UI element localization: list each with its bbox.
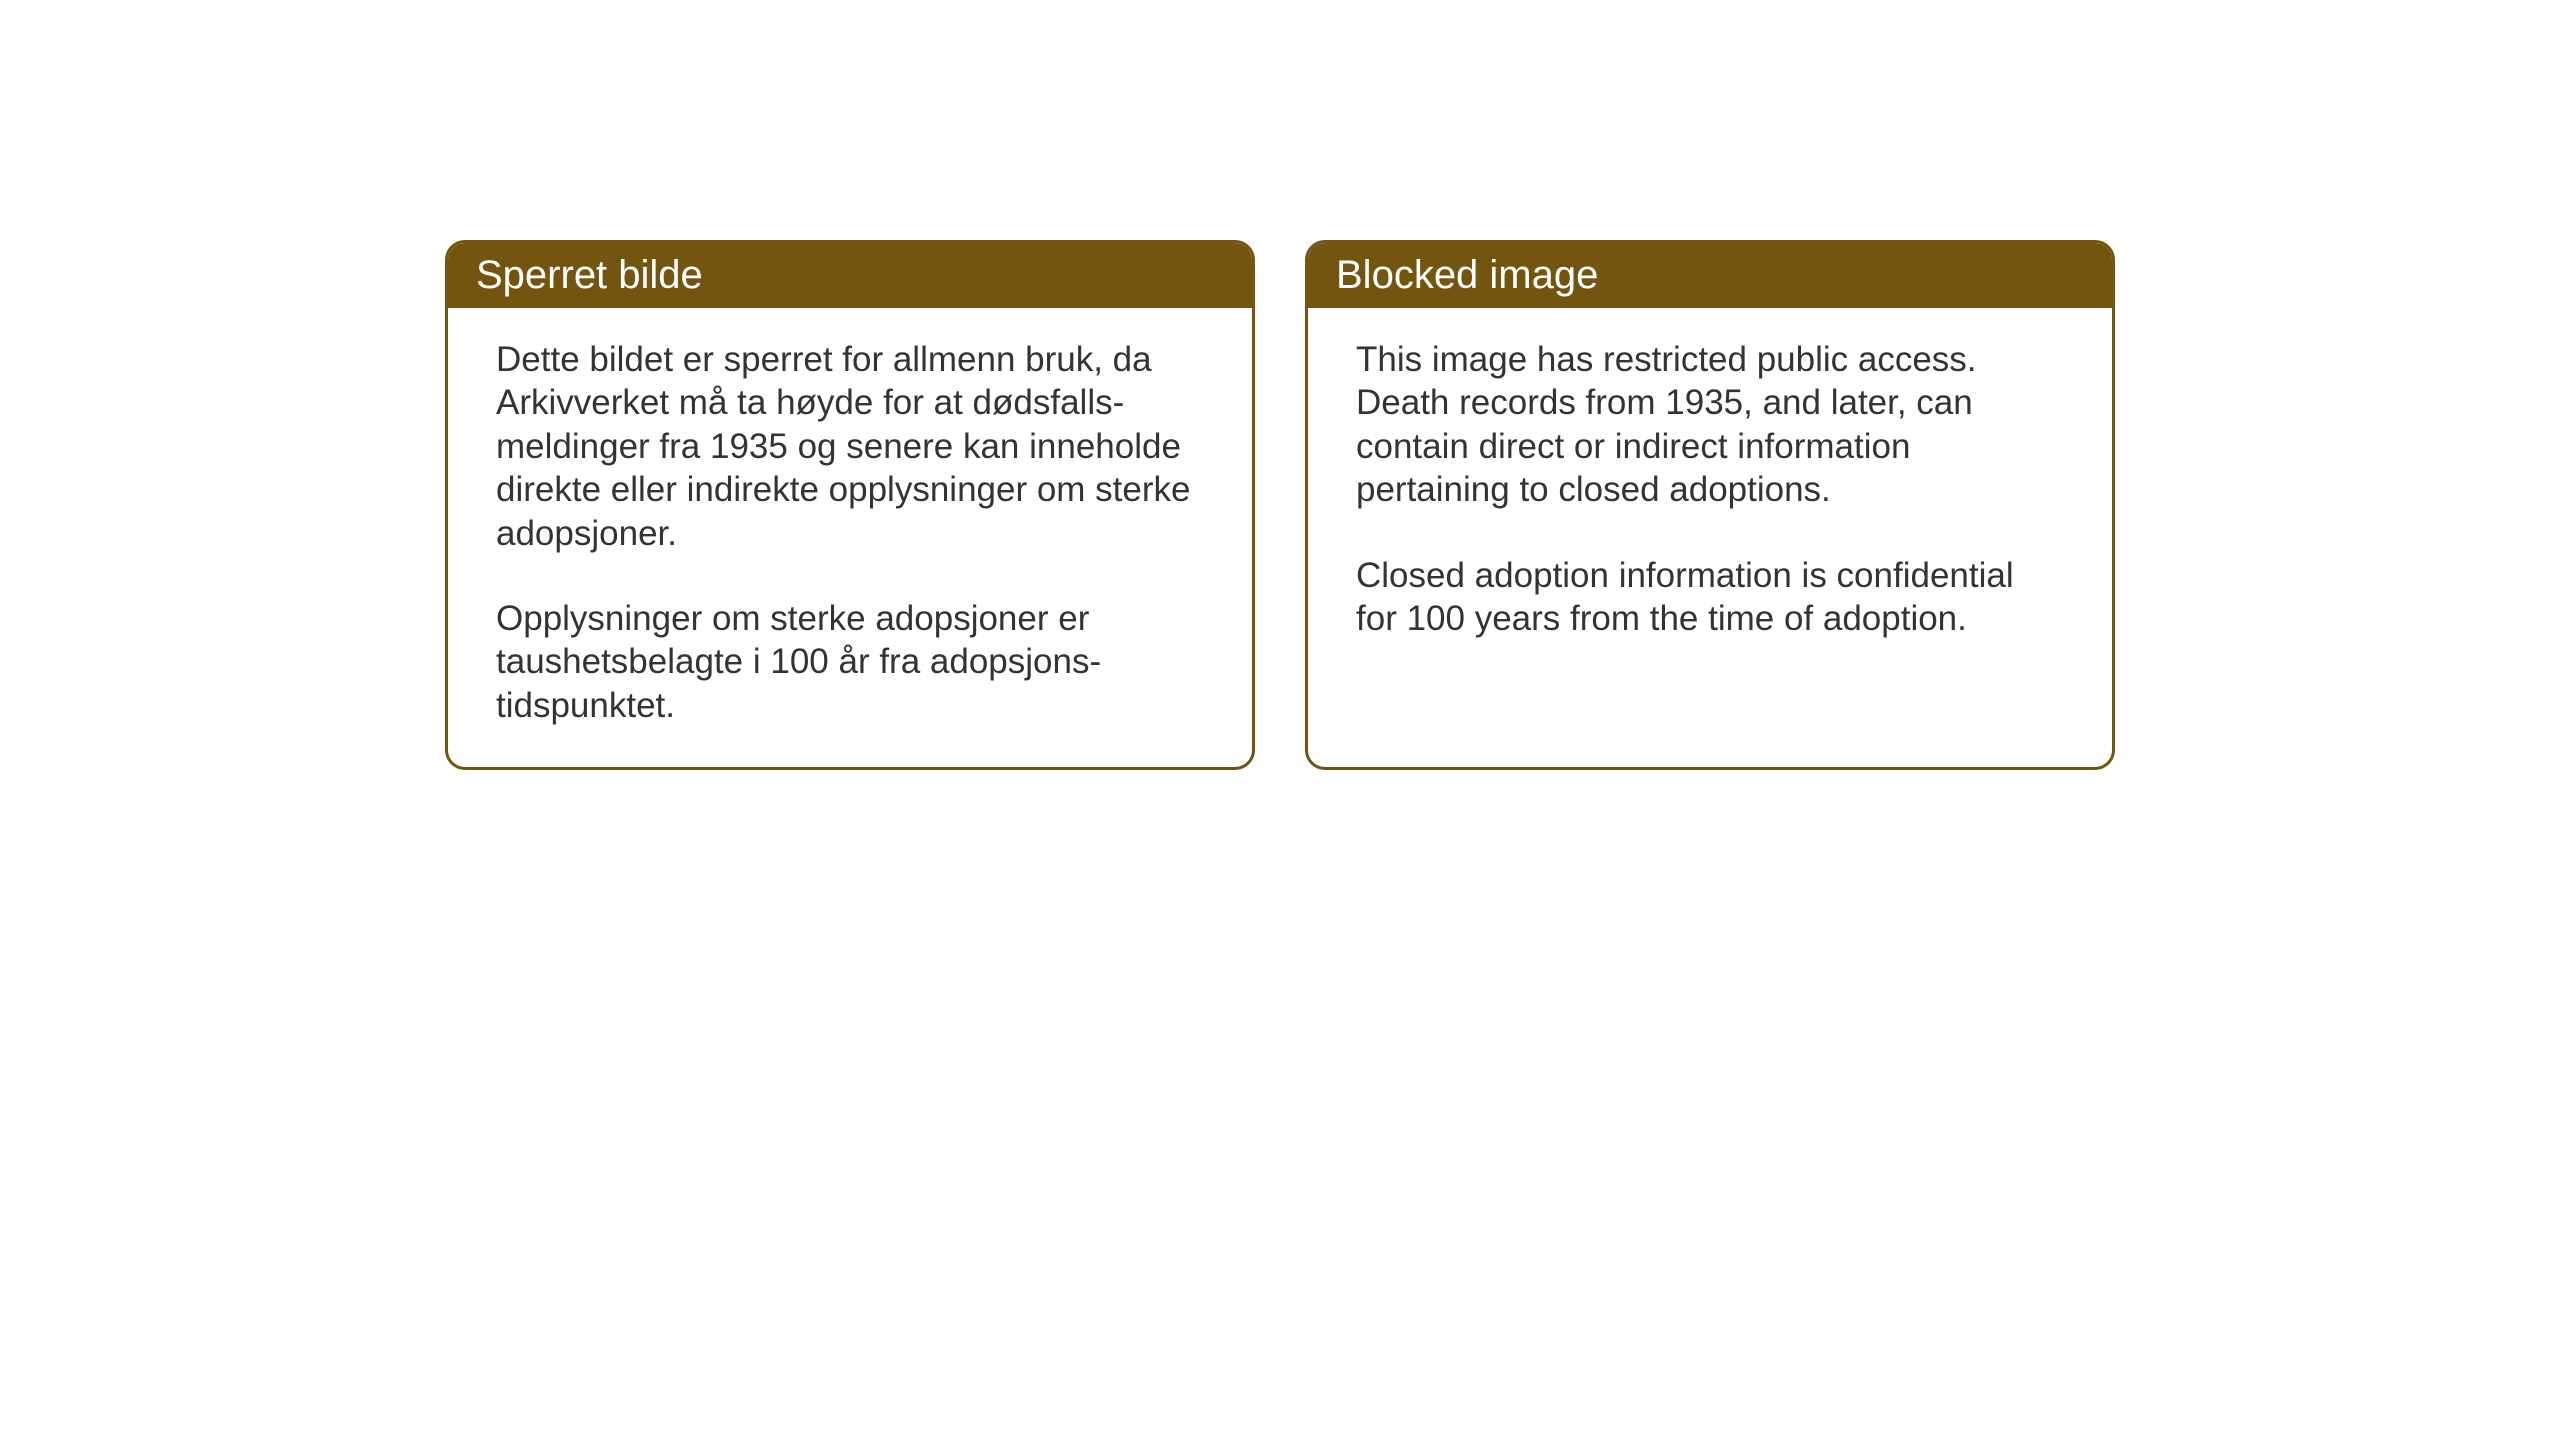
notice-container: Sperret bilde Dette bildet er sperret fo… xyxy=(445,240,2115,770)
notice-paragraph-2-norwegian: Opplysninger om sterke adopsjoner er tau… xyxy=(496,597,1204,727)
notice-card-norwegian: Sperret bilde Dette bildet er sperret fo… xyxy=(445,240,1255,770)
notice-body-norwegian: Dette bildet er sperret for allmenn bruk… xyxy=(448,308,1252,767)
notice-body-english: This image has restricted public access.… xyxy=(1308,308,2112,680)
notice-paragraph-1-english: This image has restricted public access.… xyxy=(1356,338,2064,512)
notice-card-english: Blocked image This image has restricted … xyxy=(1305,240,2115,770)
notice-title-norwegian: Sperret bilde xyxy=(476,253,703,297)
notice-header-english: Blocked image xyxy=(1308,243,2112,308)
notice-paragraph-2-english: Closed adoption information is confident… xyxy=(1356,554,2064,641)
notice-title-english: Blocked image xyxy=(1336,253,1598,297)
notice-paragraph-1-norwegian: Dette bildet er sperret for allmenn bruk… xyxy=(496,338,1204,555)
notice-header-norwegian: Sperret bilde xyxy=(448,243,1252,308)
